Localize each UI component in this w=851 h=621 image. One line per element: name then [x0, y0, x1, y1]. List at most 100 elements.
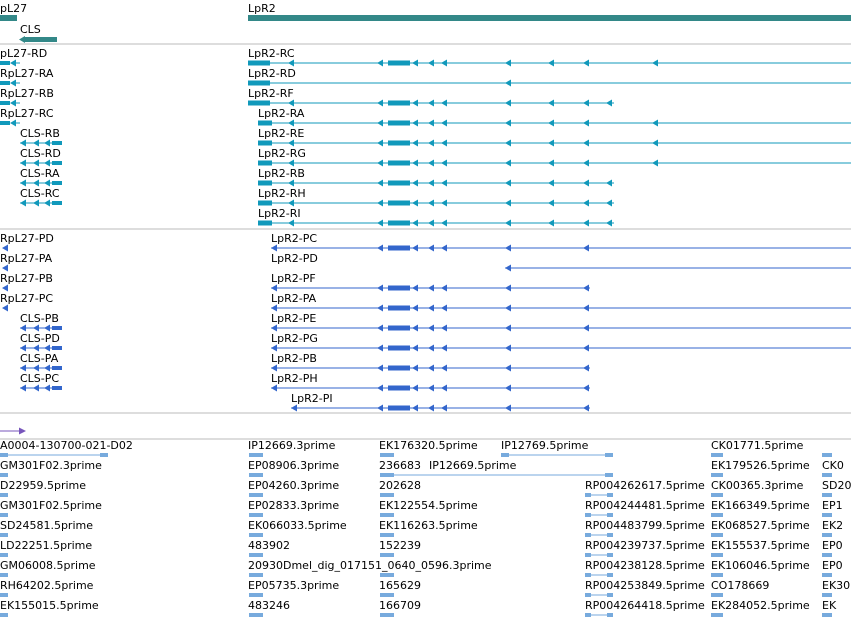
est-glyph: [711, 453, 723, 457]
est-label[interactable]: LD22251.5prime: [0, 539, 92, 552]
exon-box: [248, 80, 270, 86]
est-label[interactable]: 236683: [379, 459, 421, 472]
transcript-label[interactable]: LpR2-RF: [248, 87, 294, 100]
transcript-label[interactable]: LpR2-RH: [258, 187, 306, 200]
est-label[interactable]: EK284052.5prime: [711, 599, 810, 612]
transcript-label[interactable]: CLS-RC: [20, 187, 60, 200]
strand-arrow-left-icon: [44, 199, 50, 207]
est-label[interactable]: EK176320.5prime: [379, 439, 478, 452]
est-label[interactable]: 202628: [379, 479, 421, 492]
est-label[interactable]: RP004239737.5prime: [585, 539, 705, 552]
est-label[interactable]: EK: [822, 599, 837, 612]
est-label[interactable]: EK066033.5prime: [248, 519, 347, 532]
est-label[interactable]: EP0: [822, 539, 843, 552]
strand-arrow-left-icon: [428, 179, 434, 187]
transcript-label[interactable]: pL27-RD: [0, 47, 47, 60]
transcript-label[interactable]: LpR2-PB: [271, 352, 317, 365]
est-label[interactable]: EP0: [822, 559, 843, 572]
est-label[interactable]: RP004244481.5prime: [585, 499, 705, 512]
est-label[interactable]: EP04260.3prime: [248, 479, 339, 492]
est-label[interactable]: IP12669.5prime: [429, 459, 517, 472]
transcript-label[interactable]: LpR2-RI: [258, 207, 301, 220]
est-label[interactable]: 165629: [379, 579, 421, 592]
est-label[interactable]: EK2: [822, 519, 843, 532]
est-label[interactable]: 20930Dmel_dig_017151_0640_0596.3prime: [248, 559, 492, 572]
est-label[interactable]: 166709: [379, 599, 421, 612]
transcript-label[interactable]: LpR2-PA: [271, 292, 317, 305]
est-label[interactable]: EK155537.5prime: [711, 539, 810, 552]
strand-arrow-left-icon: [377, 219, 383, 227]
transcript-label[interactable]: LpR2-PD: [271, 252, 318, 265]
est-label[interactable]: GM06008.5prime: [0, 559, 96, 572]
transcript-label[interactable]: CLS-PD: [20, 332, 60, 345]
transcript-label[interactable]: LpR2-PE: [271, 312, 316, 325]
est-label[interactable]: EK116263.5prime: [379, 519, 478, 532]
est-label[interactable]: RP004238128.5prime: [585, 559, 705, 572]
transcript-label[interactable]: LpR2-RB: [258, 167, 305, 180]
transcript-label[interactable]: CLS-RD: [20, 147, 61, 160]
est-label[interactable]: A0004-130700-021-D02: [0, 439, 133, 452]
transcript-label[interactable]: LpR2-RC: [248, 47, 295, 60]
exon-box: [248, 60, 270, 66]
est-label[interactable]: RH64202.5prime: [0, 579, 94, 592]
est-label[interactable]: EP08906.3prime: [248, 459, 339, 472]
transcript-label[interactable]: RpL27-PC: [0, 292, 53, 305]
est-label[interactable]: IP12669.3prime: [248, 439, 336, 452]
transcript-label[interactable]: LpR2-RE: [258, 127, 304, 140]
transcript-label[interactable]: CLS-RA: [20, 167, 60, 180]
est-label[interactable]: RP004253849.5prime: [585, 579, 705, 592]
est-label[interactable]: GM301F02.5prime: [0, 499, 102, 512]
transcript-label[interactable]: LpR2-PH: [271, 372, 318, 385]
gene-label-cls[interactable]: CLS: [20, 23, 41, 36]
est-label[interactable]: 152239: [379, 539, 421, 552]
est-glyph: [249, 573, 263, 577]
est-label[interactable]: EK122554.5prime: [379, 499, 478, 512]
est-label[interactable]: EP05735.3prime: [248, 579, 339, 592]
transcript-label[interactable]: LpR2-PI: [291, 392, 333, 405]
est-label[interactable]: CK0: [822, 459, 844, 472]
est-label[interactable]: RP004483799.5prime: [585, 519, 705, 532]
transcript-label[interactable]: CLS-PA: [20, 352, 59, 365]
transcript-label[interactable]: RpL27-RB: [0, 87, 54, 100]
strand-arrow-left-icon: [20, 344, 26, 352]
transcript-label[interactable]: LpR2-RD: [248, 67, 296, 80]
transcript-label[interactable]: CLS-RB: [20, 127, 60, 140]
est-label[interactable]: CO178669: [711, 579, 769, 592]
transcript-label[interactable]: LpR2-PF: [271, 272, 316, 285]
est-label[interactable]: EK301618.: [822, 579, 851, 592]
est-label[interactable]: IP12769.5prime: [501, 439, 589, 452]
est-label[interactable]: RP004262617.5prime: [585, 479, 705, 492]
est-label[interactable]: EP02833.3prime: [248, 499, 339, 512]
transcript-label[interactable]: CLS-PB: [20, 312, 59, 325]
gene-label-rpl27[interactable]: pL27: [0, 2, 27, 15]
est-label[interactable]: SD24581.5prime: [0, 519, 93, 532]
est-label[interactable]: CK00365.3prime: [711, 479, 804, 492]
transcript-label[interactable]: LpR2-RA: [258, 107, 305, 120]
transcript-label[interactable]: LpR2-PG: [271, 332, 318, 345]
strand-arrow-left-icon: [377, 99, 383, 107]
transcript-label[interactable]: RpL27-PD: [0, 232, 54, 245]
strand-arrow-left-icon: [441, 199, 447, 207]
est-label[interactable]: EK106046.5prime: [711, 559, 810, 572]
est-label[interactable]: 483902: [248, 539, 290, 552]
est-label[interactable]: EK068527.5prime: [711, 519, 810, 532]
est-label[interactable]: SD20: [822, 479, 851, 492]
est-label[interactable]: EK166349.5prime: [711, 499, 810, 512]
transcript-label[interactable]: RpL27-RC: [0, 107, 54, 120]
gene-label-lpr2[interactable]: LpR2: [248, 2, 276, 15]
transcript-label[interactable]: RpL27-PB: [0, 272, 53, 285]
strand-arrow-left-icon: [412, 324, 418, 332]
transcript-label[interactable]: CLS-PC: [20, 372, 59, 385]
transcript-label[interactable]: LpR2-PC: [271, 232, 317, 245]
est-label[interactable]: D22959.5prime: [0, 479, 86, 492]
est-label[interactable]: RP004264418.5prime: [585, 599, 705, 612]
est-label[interactable]: 483246: [248, 599, 290, 612]
transcript-label[interactable]: LpR2-RG: [258, 147, 306, 160]
transcript-label[interactable]: RpL27-RA: [0, 67, 54, 80]
est-label[interactable]: GM301F02.3prime: [0, 459, 102, 472]
est-label[interactable]: EK179526.5prime: [711, 459, 810, 472]
est-label[interactable]: EP1: [822, 499, 843, 512]
transcript-label[interactable]: RpL27-PA: [0, 252, 53, 265]
est-label[interactable]: CK01771.5prime: [711, 439, 804, 452]
est-label[interactable]: EK155015.5prime: [0, 599, 99, 612]
